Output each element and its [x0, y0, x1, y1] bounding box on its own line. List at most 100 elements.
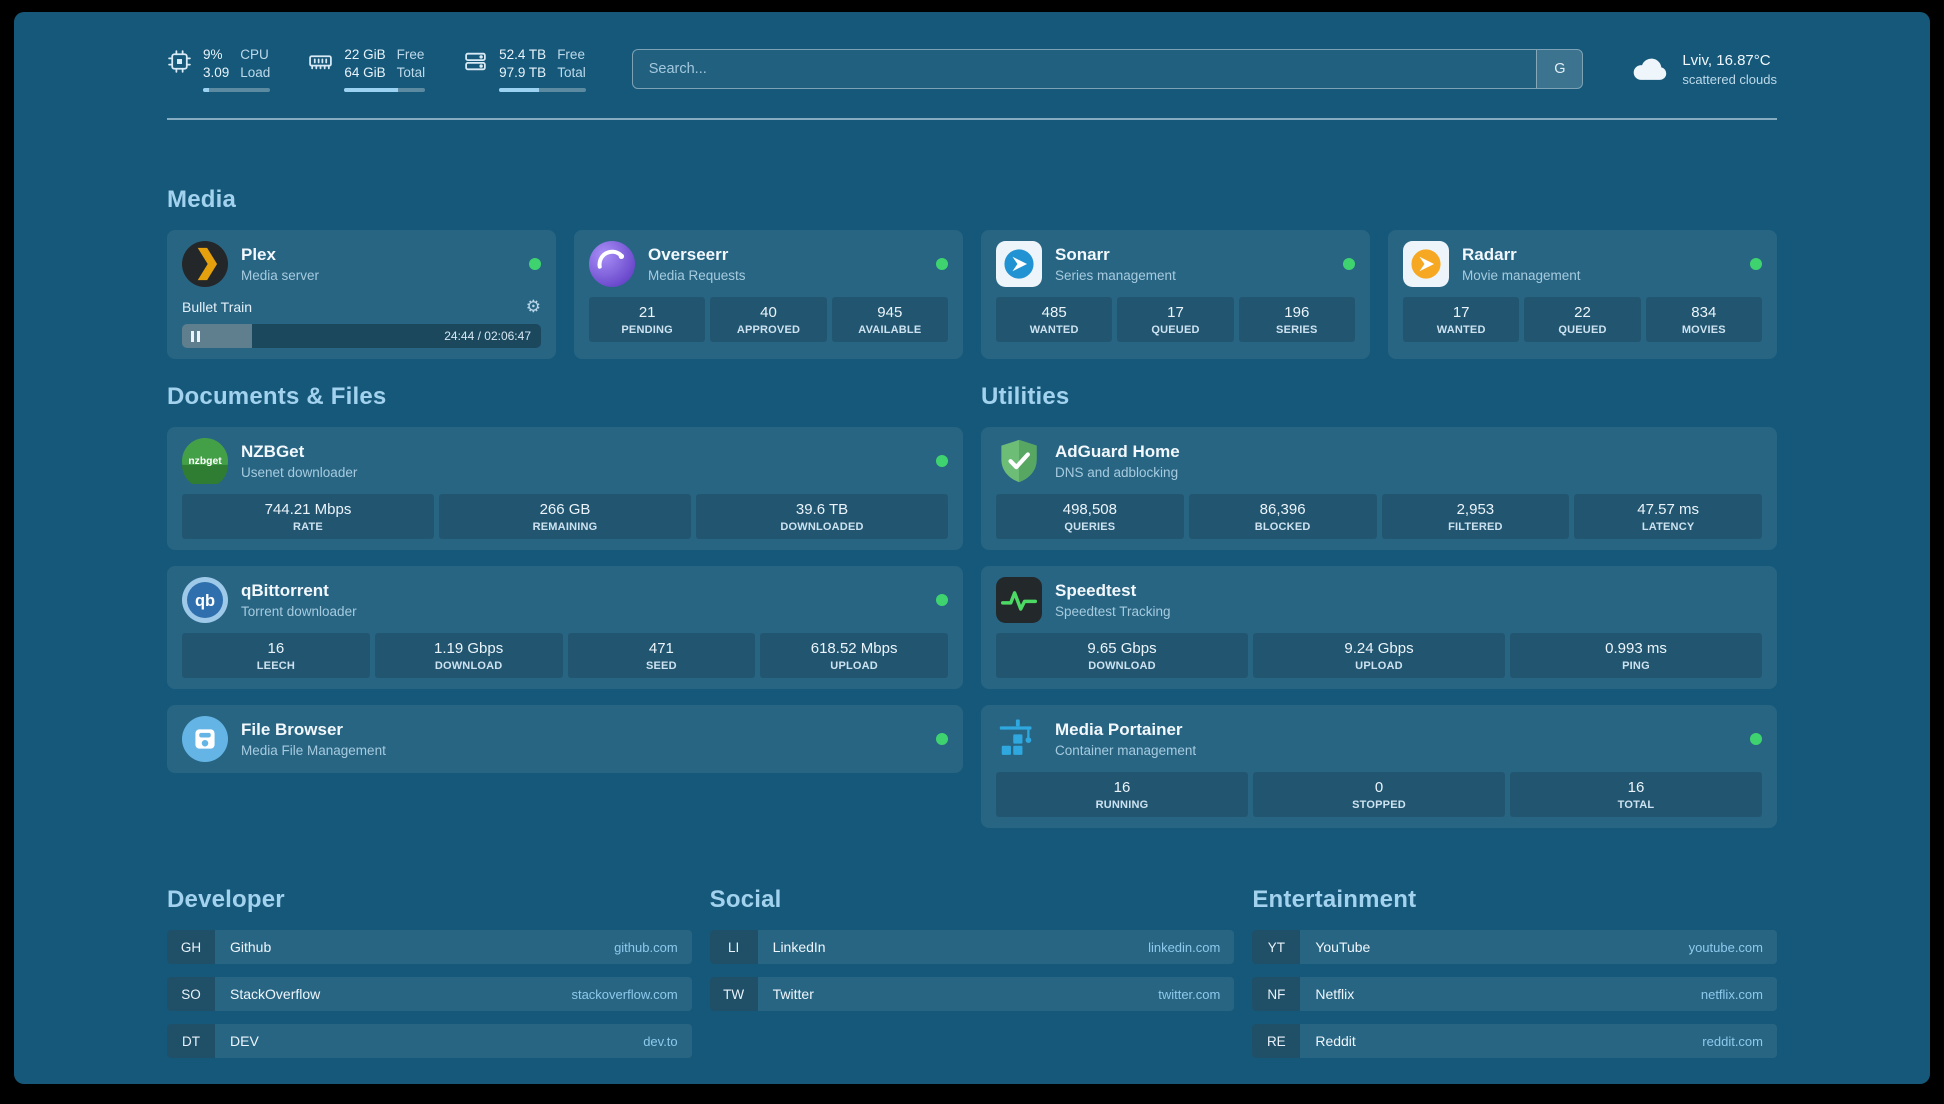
disk-free: 52.4 TB	[499, 47, 547, 62]
bookmark-name: Reddit	[1315, 1033, 1356, 1050]
bookmark-link[interactable]: RE Reddit reddit.com	[1252, 1024, 1777, 1059]
radarr-icon	[1403, 241, 1449, 288]
stat-value: 618.52 Mbps	[810, 640, 898, 658]
bookmark-link[interactable]: GH Github github.com	[167, 930, 692, 965]
stat-box: 22 QUEUED	[1524, 297, 1641, 343]
plex-player-bar[interactable]: 24:44 / 02:06:47	[182, 324, 541, 349]
filebrowser-card[interactable]: File Browser Media File Management	[167, 705, 963, 774]
app-name: AdGuard Home	[1055, 442, 1180, 462]
stats-row: 21 PENDING 40 APPROVED 945 AVAILABLE	[589, 297, 948, 343]
stat-value: 2,953	[1456, 501, 1495, 519]
stats-row: 16 LEECH 1.19 Gbps DOWNLOAD 471 SEED 618.52 Mb…	[182, 633, 948, 679]
search-bar: G	[631, 49, 1584, 90]
stat-value: 945	[877, 304, 903, 322]
adguard-card[interactable]: AdGuard Home DNS and adblocking 498,508 Q…	[981, 427, 1777, 551]
stat-value: 744.21 Mbps	[264, 501, 352, 519]
bookmark-link[interactable]: TW Twitter twitter.com	[709, 977, 1235, 1012]
bookmark-name: Github	[230, 939, 272, 956]
bookmark-abbr: YT	[1252, 930, 1301, 965]
bookmark-link[interactable]: LI LinkedIn linkedin.com	[709, 930, 1235, 965]
stat-label: DOWNLOAD	[1088, 660, 1156, 673]
stat-box: 834 MOVIES	[1645, 297, 1762, 343]
app-name: Overseerr	[648, 245, 729, 265]
stat-box: 9.24 Gbps UPLOAD	[1253, 633, 1505, 679]
stat-value: 16	[1113, 779, 1131, 797]
bookmark-url: reddit.com	[1702, 1033, 1763, 1049]
stat-label: FILTERED	[1448, 521, 1503, 534]
app-subtitle: Speedtest Tracking	[1055, 603, 1171, 619]
stat-value: 40	[760, 304, 777, 322]
media-section: Media Plex Media server Bullet	[167, 186, 1777, 360]
stat-box: 471 SEED	[567, 633, 756, 679]
stat-box: 86,396 BLOCKED	[1188, 494, 1377, 540]
stat-label: AVAILABLE	[858, 324, 922, 337]
bookmark-group-developer: Developer GH Github github.com SO StackOverf…	[167, 886, 692, 1059]
disk-labels: Free Total	[557, 47, 586, 80]
app-subtitle: Torrent downloader	[241, 603, 357, 619]
memory-labels: Free Total	[396, 47, 426, 80]
app-name: File Browser	[241, 720, 344, 740]
radarr-card[interactable]: Radarr Movie management 17 WANTED 22 QUEUED…	[1388, 230, 1777, 360]
pause-icon[interactable]	[191, 330, 200, 342]
bookmark-link[interactable]: NF Netflix netflix.com	[1252, 977, 1777, 1012]
stat-label: REMAINING	[532, 521, 598, 534]
bookmark-url: twitter.com	[1158, 986, 1221, 1002]
stat-label: UPLOAD	[1355, 660, 1403, 673]
app-subtitle: Series management	[1055, 267, 1176, 283]
nzbget-card[interactable]: nzbget NZBGet Usenet downloader 744.21 M…	[167, 427, 963, 551]
qbittorrent-card[interactable]: qb qBittorrent Torrent downloader 16 LEEC…	[167, 566, 963, 690]
bookmark-url: github.com	[614, 939, 678, 955]
stat-box: 21 PENDING	[589, 297, 706, 343]
status-dot	[1750, 733, 1762, 746]
cpu-percent: 9%	[203, 47, 223, 62]
stat-label: RATE	[293, 521, 323, 534]
app-name: NZBGet	[241, 442, 305, 462]
stat-label: BLOCKED	[1254, 521, 1311, 534]
app-subtitle: Movie management	[1462, 267, 1581, 283]
weather-condition: scattered clouds	[1682, 71, 1777, 87]
section-title-utilities: Utilities	[981, 383, 1070, 411]
bookmark-link[interactable]: SO StackOverflow stackoverflow.com	[167, 977, 692, 1012]
cpu-load-avg: 3.09	[203, 64, 230, 80]
bookmark-link[interactable]: DT DEV dev.to	[167, 1024, 692, 1059]
sonarr-card[interactable]: Sonarr Series management 485 WANTED 17 QUEU…	[981, 230, 1370, 360]
disk-widget: 52.4 TB 97.9 TB Free Total	[463, 46, 586, 93]
stat-value: 16	[1627, 779, 1645, 797]
portainer-card[interactable]: Media Portainer Container management 16 R…	[981, 705, 1777, 829]
qbittorrent-icon: qb	[182, 577, 228, 624]
stat-value: 16	[267, 640, 285, 658]
gear-icon[interactable]: ⚙	[525, 297, 541, 317]
stat-value: 86,396	[1259, 501, 1306, 519]
stat-value: 0.993 ms	[1605, 640, 1667, 658]
bookmark-abbr: GH	[167, 930, 215, 965]
stat-label: WANTED	[1029, 324, 1079, 337]
stat-value: 498,508	[1062, 501, 1117, 519]
bookmark-name: StackOverflow	[230, 986, 321, 1003]
memory-free: 22 GiB	[344, 47, 386, 62]
stat-label: SEED	[645, 660, 677, 673]
section-title-social: Social	[709, 886, 782, 914]
plex-card[interactable]: Plex Media server Bullet Train ⚙ 24:44 /…	[167, 230, 556, 360]
app-subtitle: DNS and adblocking	[1055, 464, 1179, 480]
stat-value: 834	[1691, 304, 1717, 322]
stat-label: LATENCY	[1641, 521, 1695, 534]
app-subtitle: Usenet downloader	[241, 464, 358, 480]
utilities-section: Utilities AdGuard Home DNS and adblockin…	[981, 383, 1777, 829]
bookmark-link[interactable]: YT YouTube youtube.com	[1252, 930, 1777, 965]
header-divider	[167, 118, 1777, 121]
stat-label: QUERIES	[1064, 521, 1116, 534]
stat-value: 21	[638, 304, 656, 322]
search-engine-button[interactable]: G	[1536, 50, 1583, 89]
bookmark-abbr: TW	[709, 977, 758, 1012]
cpu-icon	[167, 49, 192, 74]
stat-box: 16 LEECH	[182, 633, 370, 679]
overseerr-card[interactable]: Overseerr Media Requests 21 PENDING 40 APPR…	[574, 230, 963, 360]
stat-box: 485 WANTED	[996, 297, 1113, 343]
bookmark-url: dev.to	[643, 1033, 678, 1049]
status-dot	[936, 455, 948, 468]
stat-box: 2,953 FILTERED	[1381, 494, 1570, 540]
search-input[interactable]	[632, 50, 1537, 89]
player-time: 24:44 / 02:06:47	[444, 329, 531, 344]
bookmark-name: YouTube	[1315, 939, 1371, 956]
speedtest-card[interactable]: Speedtest Speedtest Tracking 9.65 Gbps DO…	[981, 566, 1777, 690]
